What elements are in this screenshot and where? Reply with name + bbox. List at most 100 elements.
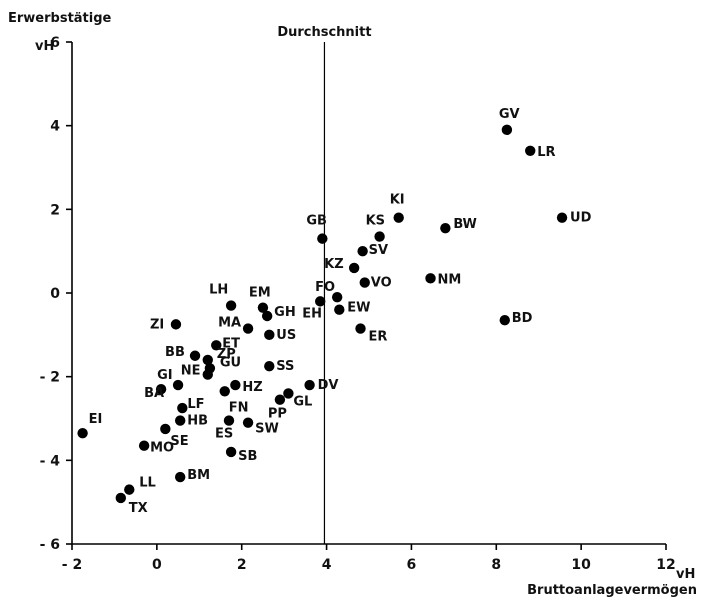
data-point-ne bbox=[202, 369, 213, 380]
y-tick-label: 0 bbox=[50, 286, 60, 302]
data-point-sv bbox=[357, 245, 368, 257]
y-tick-label: 4 bbox=[50, 119, 60, 135]
data-point-lr bbox=[525, 145, 536, 156]
data-point-bw bbox=[440, 222, 451, 234]
point-label-bb: BB bbox=[165, 345, 185, 360]
x-tick-label: 12 bbox=[656, 557, 675, 573]
point-label-mo: MO bbox=[150, 441, 174, 456]
x-axis-title: Bruttoanlagevermögen bbox=[527, 583, 697, 598]
point-label-ma: MA bbox=[218, 316, 241, 331]
data-point-ki bbox=[393, 212, 404, 223]
data-point-us bbox=[264, 329, 275, 341]
x-tick-label: 0 bbox=[152, 557, 162, 573]
data-point-se bbox=[160, 423, 171, 435]
data-point-hz bbox=[230, 379, 241, 391]
data-point-zp bbox=[202, 354, 213, 366]
data-point-ll bbox=[124, 484, 135, 495]
point-label-lh: LH bbox=[209, 283, 228, 298]
y-tick-label: 6 bbox=[50, 35, 60, 51]
data-point-eh bbox=[315, 296, 326, 307]
data-point-ud bbox=[556, 212, 568, 223]
point-label-sv: SV bbox=[369, 243, 388, 258]
x-tick-label: 4 bbox=[322, 557, 332, 573]
data-point-vo bbox=[359, 277, 370, 288]
point-label-bm: BM bbox=[187, 468, 210, 483]
point-label-lf: LF bbox=[187, 397, 204, 412]
data-point-er bbox=[355, 323, 366, 334]
data-point-bd bbox=[499, 314, 510, 326]
data-point-hb bbox=[174, 415, 186, 426]
y-tick-label: 2 bbox=[50, 202, 60, 218]
point-label-gu: GU bbox=[220, 355, 241, 370]
point-label-em: EM bbox=[249, 286, 271, 301]
data-point-sb bbox=[225, 446, 237, 458]
data-point-gi bbox=[155, 384, 167, 395]
point-label-ne: NE bbox=[181, 364, 201, 379]
x-tick-label: 10 bbox=[571, 557, 591, 573]
data-point-et bbox=[211, 340, 222, 351]
point-label-se: SE bbox=[170, 434, 188, 449]
data-point-ma bbox=[242, 323, 254, 334]
data-point-zi bbox=[170, 319, 182, 330]
point-label-tx: TX bbox=[129, 501, 148, 516]
point-label-et: ET bbox=[222, 336, 240, 351]
ticks-layer: - 2 0 2 4 6 8 10 12 - 6 - 4 - 2 0 2 4 6 bbox=[40, 35, 676, 573]
data-point-ew bbox=[334, 304, 345, 315]
point-label-us: US bbox=[276, 328, 296, 343]
x-tick-label: - 2 bbox=[62, 557, 82, 573]
point-label-ba: BA bbox=[144, 386, 164, 401]
point-label-gv: GV bbox=[499, 107, 520, 122]
x-tick-label: 8 bbox=[491, 557, 501, 573]
point-label-ll: LL bbox=[139, 476, 156, 491]
data-point-dv bbox=[304, 379, 315, 391]
data-point-nm bbox=[425, 273, 436, 284]
point-label-fo: FO bbox=[315, 280, 335, 295]
data-point-ss bbox=[264, 361, 275, 372]
point-label-gb: GB bbox=[306, 214, 327, 229]
data-point-ba bbox=[172, 379, 184, 391]
data-point-lh bbox=[225, 300, 237, 311]
point-label-gi: GI bbox=[157, 368, 173, 383]
axes-frame bbox=[71, 42, 666, 545]
x-tick-label: 2 bbox=[237, 557, 247, 573]
data-point-ks bbox=[374, 231, 385, 242]
point-label-bw: BW bbox=[453, 217, 477, 232]
data-point-fo bbox=[331, 291, 343, 303]
average-reference-label: Durchschnitt bbox=[277, 25, 371, 40]
data-point-gv bbox=[501, 124, 513, 136]
point-label-gh: GH bbox=[274, 305, 296, 320]
data-point-kz bbox=[348, 262, 360, 274]
point-label-fn: FN bbox=[229, 400, 249, 415]
point-label-nm: NM bbox=[438, 272, 462, 287]
point-label-lr: LR bbox=[537, 145, 555, 160]
data-point-lf bbox=[177, 402, 188, 414]
data-point-pp bbox=[274, 394, 286, 405]
y-tick-label: - 2 bbox=[40, 370, 60, 386]
point-label-hz: HZ bbox=[242, 380, 262, 395]
point-label-gl: GL bbox=[293, 394, 312, 409]
data-point-ei bbox=[77, 427, 88, 439]
data-point-bm bbox=[174, 471, 186, 483]
point-label-ei: EI bbox=[89, 412, 103, 427]
point-label-zi: ZI bbox=[150, 317, 164, 332]
data-point-sw bbox=[242, 417, 254, 428]
data-point-fn bbox=[219, 386, 230, 397]
y-axis-title: Erwerbstätige bbox=[8, 11, 112, 26]
point-label-pp: PP bbox=[268, 407, 287, 422]
y-axis-unit: vH bbox=[35, 39, 54, 54]
y-tick-label: - 6 bbox=[40, 537, 60, 553]
point-label-ks: KS bbox=[366, 214, 385, 229]
x-axis-unit: vH bbox=[676, 567, 695, 582]
data-point-tx bbox=[115, 492, 126, 504]
point-label-sw: SW bbox=[255, 422, 279, 437]
point-label-ss: SS bbox=[276, 359, 294, 374]
data-point-gl bbox=[283, 388, 294, 399]
y-tick-label: - 4 bbox=[40, 453, 61, 469]
point-label-kz: KZ bbox=[324, 257, 344, 272]
point-label-ud: UD bbox=[570, 211, 592, 226]
point-label-eh: EH bbox=[302, 306, 322, 321]
point-label-dv: DV bbox=[318, 378, 339, 393]
point-label-ki: KI bbox=[390, 193, 405, 208]
